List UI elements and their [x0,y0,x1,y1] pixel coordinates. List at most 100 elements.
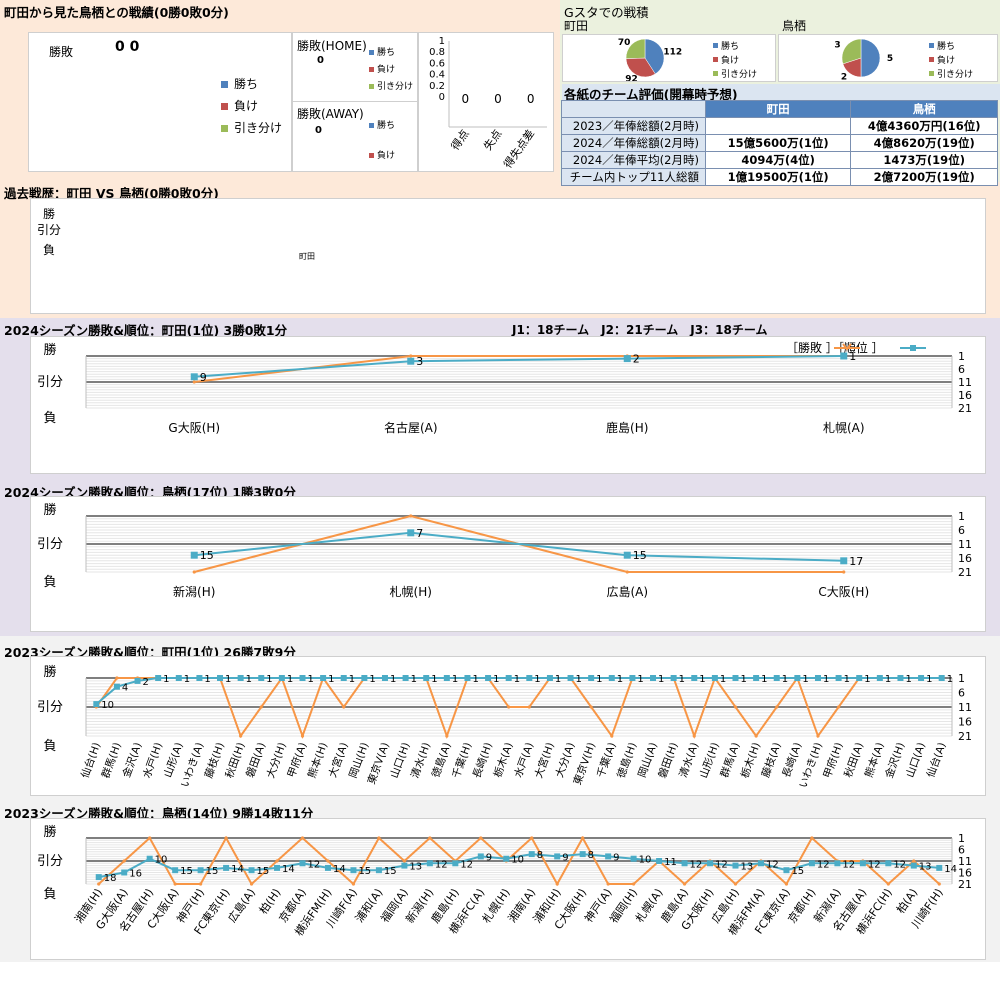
rank-point [175,675,182,681]
rank-point [840,557,848,565]
rank-point [605,853,612,860]
evaluation-header-team2: 鳥栖 [850,100,998,118]
y-label-draw: 引分 [37,537,63,552]
rank-data-label: 1 [472,674,478,685]
pie-slice [625,38,646,59]
rank-point [423,675,430,681]
history-y-loss: 負 [43,243,56,257]
series-rank-line [98,853,940,879]
home-legend-win: 勝ち [377,48,396,58]
rank-point [910,862,917,869]
rank-point [608,675,615,681]
away-legend-loss: 負け [377,151,396,161]
rank-data-label: 12 [817,859,830,870]
score-category-label: 失点 [481,127,504,152]
winloss-point [527,705,531,709]
rank-data-label: 14 [231,864,244,875]
score-tick-label: 0.4 [429,70,445,81]
evaluation-team2-value: 4億4360万円(16位) [850,117,998,135]
gsta-title: Gスタでの戦積 [564,5,649,20]
away-value: 0 [315,125,322,136]
pie-legend-label: 勝ち [721,40,739,52]
rank-data-label: 8 [537,850,543,861]
rank-tick-label: 16 [958,389,972,402]
score-tick-label: 1 [439,36,445,47]
legend-draw: 引き分け [234,121,283,135]
evaluation-header-team1: 町田 [704,100,852,118]
rank-point [918,675,925,681]
rank-data-label: 3 [416,355,423,368]
rank-point [381,675,388,681]
x-tick-label: C大阪(H) [818,585,869,599]
rank-point [897,675,904,681]
season-chart-4: ［勝敗 ］［順位 ］16111621勝引分負湘南(H)G大阪(A)名古屋(H)C… [30,818,986,960]
record-card: 勝敗 0 0 勝ち 負け 引き分け [28,32,292,172]
pie-slice [860,38,881,78]
pie-legend-label: 引き分け [937,69,973,80]
rank-point [340,675,347,681]
rank-data-label: 17 [849,555,863,568]
history-y-draw: 引分 [37,223,62,237]
rank-point [711,675,718,681]
rank-point [753,675,760,681]
winloss-point [610,734,614,738]
series-rank-line [95,677,942,705]
rank-point [190,551,198,559]
rank-data-label: 1 [411,674,417,685]
rank-data-label: 1 [246,674,252,685]
evaluation-header-row: 町田 鳥栖 [561,100,998,118]
rank-data-label: 1 [431,674,437,685]
chart-frame [30,818,986,960]
rank-data-label: 12 [868,859,881,870]
rank-data-label: 1 [534,674,540,685]
rank-point [248,867,255,874]
x-tick-label: 名古屋(A) [384,420,438,435]
rank-point [503,855,510,862]
evaluation-label: 2024／年俸総額(2月時) [561,134,706,152]
evaluation-header-blank [561,100,706,118]
winloss-point [428,836,432,840]
series-winloss-line [95,675,942,739]
winloss-point [507,705,511,709]
rank-tick-label: 11 [958,538,972,551]
winloss-point [555,882,559,886]
winloss-point [733,705,738,709]
rank-data-label: 1 [699,674,705,685]
rank-data-label: 16 [129,869,142,880]
rank-data-label: 15 [206,866,219,877]
winloss-point [589,705,593,709]
rank-data-label: 12 [893,859,906,870]
series-winloss-line [98,835,940,887]
rank-point [670,675,677,681]
rank-data-label: 10 [101,700,114,711]
series-rank-line [194,531,844,562]
rank-point [217,675,224,681]
rank-data-label: 18 [104,873,117,884]
rank-tick-label: 11 [958,376,972,389]
rank-data-label: 1 [555,674,561,685]
rank-point [629,675,636,681]
rank-data-label: 1 [802,674,808,685]
evaluation-title: 各紙のチーム評価(開幕時予想) [562,84,1000,102]
rank-data-label: 10 [639,855,652,866]
winloss-point [733,882,738,886]
legend-loss: 負け [234,99,259,113]
history-y-win: 勝 [43,207,56,221]
history-title: 過去戦歴：町田 VS 鳥栖(0勝0敗0分) [4,186,219,201]
winloss-point [409,514,413,518]
winloss-point [530,836,534,840]
rank-data-label: 15 [257,866,270,877]
rank-point [95,874,102,881]
rank-point [134,677,141,684]
y-label-loss: 負 [43,739,56,754]
pie-value-label: 92 [625,74,638,81]
rank-data-label: 1 [514,674,520,685]
score-tick-label: 0.8 [429,47,445,58]
winloss-point [148,836,152,840]
score-tick-label: 0 [439,92,445,103]
evaluation-row: 2024／年俸平均(2月時) 4094万(4位) 1473万(19位) [561,151,998,169]
winloss-point [122,859,126,863]
winloss-point [275,859,279,863]
pie-legend-swatch [713,57,718,62]
